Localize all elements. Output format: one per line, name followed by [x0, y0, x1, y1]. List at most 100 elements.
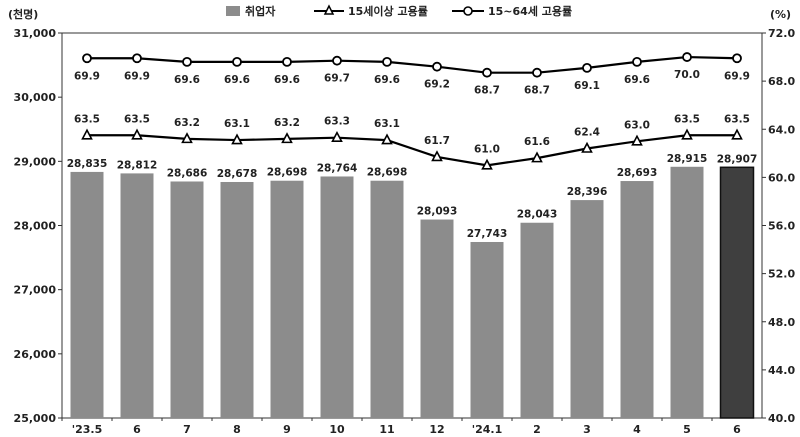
right-tick-label: 64.0 — [768, 123, 795, 136]
x-tick-label: 6 — [133, 423, 141, 436]
line-value-label: 69.6 — [174, 74, 200, 86]
point-rate-15-64 — [132, 53, 142, 64]
x-tick-label: 9 — [283, 423, 291, 436]
line-value-label: 62.4 — [574, 127, 600, 139]
line-value-label: 68.7 — [474, 85, 500, 97]
x-tick-label: '24.1 — [472, 423, 503, 436]
left-tick-label: 27,000 — [14, 284, 57, 297]
x-tick-label: 5 — [683, 423, 691, 436]
point-rate-15-64 — [282, 56, 292, 67]
point-rate-15plus — [131, 128, 143, 140]
point-rate-15-64 — [432, 61, 442, 72]
right-tick-label: 52.0 — [768, 268, 795, 281]
bar-employed — [620, 181, 654, 418]
point-rate-15-64 — [532, 67, 542, 78]
bar-value-label: 28,396 — [567, 186, 608, 198]
legend: 취업자 15세이상 고용률 15~64세 고용률 — [226, 4, 572, 18]
line-value-label: 69.6 — [624, 74, 650, 86]
bar-value-label: 28,686 — [167, 167, 208, 179]
point-rate-15plus — [731, 128, 743, 140]
line-value-label: 68.7 — [524, 85, 550, 97]
bar-employed — [719, 166, 755, 419]
bar-value-label: 28,698 — [267, 167, 308, 179]
line-value-label: 69.9 — [724, 70, 750, 82]
x-tick-label: 11 — [379, 423, 394, 436]
left-tick-label: 30,000 — [14, 91, 57, 104]
point-rate-15-64 — [82, 53, 92, 64]
left-axis-unit: (천명) — [8, 7, 38, 21]
legend-marker-triangle — [323, 4, 335, 15]
left-tick-label: 29,000 — [14, 155, 57, 168]
bar-value-label: 28,835 — [67, 158, 108, 170]
line-value-label: 63.1 — [224, 118, 250, 130]
line-value-label: 69.6 — [224, 74, 250, 86]
bar-value-label: 28,693 — [617, 167, 658, 179]
legend-label-employed: 취업자 — [245, 4, 276, 18]
point-rate-15-64 — [232, 56, 242, 67]
bar-employed — [420, 219, 454, 418]
right-tick-label: 56.0 — [768, 220, 795, 233]
bar-value-label: 28,812 — [117, 159, 158, 171]
plot-frame — [61, 32, 763, 419]
plot-area: 25,000 26,000 27,000 28,000 29,000 30,000 31,0… — [14, 27, 796, 436]
bar-value-label: 28,764 — [317, 162, 358, 174]
point-rate-15plus — [481, 158, 493, 170]
point-rate-15plus — [431, 150, 443, 162]
bar-value-label: 28,915 — [667, 153, 708, 165]
left-tick-label: 25,000 — [14, 412, 57, 425]
line-value-label: 69.9 — [74, 70, 100, 82]
right-tick-label: 60.0 — [768, 171, 795, 184]
point-rate-15plus — [581, 141, 593, 153]
x-tick-label: '23.5 — [72, 423, 103, 436]
bar-employed — [170, 181, 204, 418]
line-value-label: 61.0 — [474, 143, 500, 155]
line-rate-15-64 — [87, 55, 738, 74]
point-rate-15plus — [181, 132, 193, 144]
right-tick-label: 72.0 — [768, 27, 795, 40]
x-tick-label: 3 — [583, 423, 591, 436]
legend-swatch-employed — [226, 6, 240, 16]
left-tick-label: 28,000 — [14, 220, 57, 233]
point-rate-15plus — [81, 128, 93, 140]
bar-value-label: 28,093 — [417, 206, 458, 218]
line-value-label: 63.5 — [674, 113, 700, 125]
x-tick-label: 7 — [183, 423, 191, 436]
bar-employed — [520, 222, 554, 418]
bar-employed — [670, 166, 704, 418]
point-rate-15-64 — [482, 67, 492, 78]
right-tick-label: 44.0 — [768, 364, 795, 377]
bar-employed — [370, 180, 404, 418]
line-value-label: 63.0 — [624, 119, 650, 131]
right-tick-label: 68.0 — [768, 75, 795, 88]
bar-employed — [470, 241, 504, 418]
bar-value-label: 28,907 — [717, 153, 758, 165]
x-tick-label: 8 — [233, 423, 241, 436]
legend-label-rate-15plus: 15세이상 고용률 — [348, 4, 428, 18]
line-value-label: 69.2 — [424, 79, 450, 91]
bar-value-label: 28,043 — [517, 209, 558, 221]
line-value-label: 63.3 — [324, 116, 350, 128]
point-rate-15-64 — [182, 56, 192, 67]
point-rate-15plus — [531, 151, 543, 163]
x-tick-label: 2 — [533, 423, 541, 436]
point-rate-15plus — [631, 134, 643, 146]
point-rate-15-64 — [632, 56, 642, 67]
point-rate-15plus — [231, 133, 243, 145]
legend-label-rate-15-64: 15~64세 고용률 — [488, 4, 572, 18]
point-rate-15plus — [381, 133, 393, 145]
line-value-label: 61.6 — [524, 136, 550, 148]
line-value-label: 63.5 — [724, 113, 750, 125]
left-tick-label: 31,000 — [14, 27, 57, 40]
line-value-label: 63.2 — [274, 117, 300, 129]
line-value-label: 69.6 — [274, 74, 300, 86]
bar-employed — [220, 181, 254, 418]
point-rate-15plus — [681, 128, 693, 140]
bar-employed — [320, 176, 354, 418]
line-value-label: 69.7 — [324, 73, 350, 85]
line-value-label: 63.2 — [174, 117, 200, 129]
point-rate-15plus — [331, 130, 343, 142]
point-rate-15-64 — [732, 53, 742, 64]
line-value-label: 69.1 — [574, 80, 600, 92]
legend-marker-circle — [463, 6, 473, 16]
